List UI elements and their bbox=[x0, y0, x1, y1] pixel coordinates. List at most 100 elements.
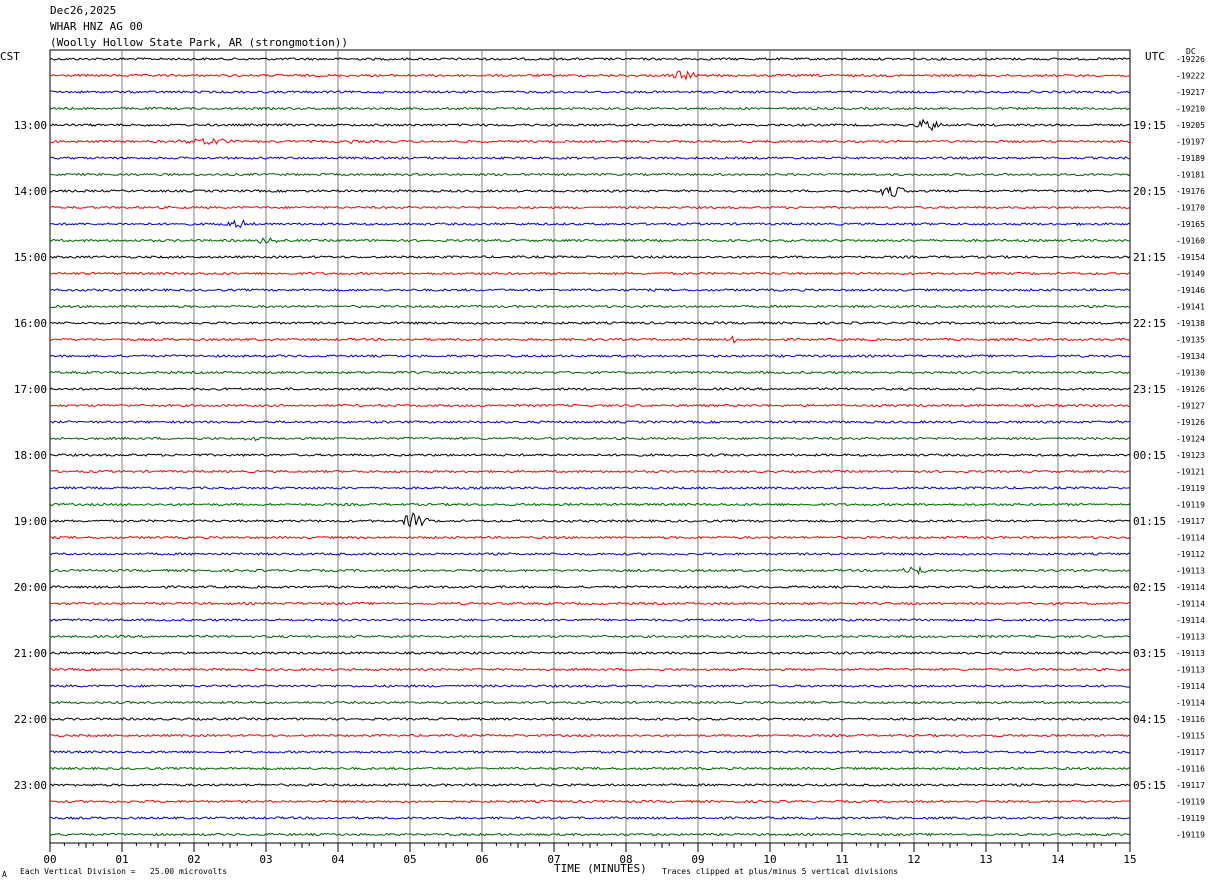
dc-offset-label: -19117 bbox=[1176, 748, 1205, 757]
utc-hour-label: 04:15 bbox=[1133, 713, 1166, 726]
dc-offset-label: -19113 bbox=[1176, 567, 1205, 576]
seismic-trace bbox=[49, 218, 1131, 229]
seismic-trace bbox=[49, 667, 1131, 672]
dc-offset-label: -19114 bbox=[1176, 600, 1205, 609]
seismic-trace bbox=[49, 634, 1131, 639]
dc-offset-label: -19217 bbox=[1176, 88, 1205, 97]
dc-offset-label: -19165 bbox=[1176, 220, 1205, 229]
dc-offset-label: -19135 bbox=[1176, 336, 1205, 345]
seismic-trace bbox=[49, 335, 1131, 344]
dc-offset-label: -19181 bbox=[1176, 171, 1205, 180]
clip-note: Traces clipped at plus/minus 5 vertical … bbox=[662, 867, 899, 876]
dc-offset-label: -19112 bbox=[1176, 550, 1205, 559]
dc-offset-label: -19116 bbox=[1176, 765, 1205, 774]
x-tick-label: 13 bbox=[979, 853, 992, 866]
utc-hour-labels: 19:15 20:15 21:15 22:15 23:15 00:15 01:15 02:15… bbox=[1133, 119, 1166, 792]
seismic-trace bbox=[49, 403, 1131, 408]
seismic-trace bbox=[49, 565, 1131, 576]
dc-offset-label: -19114 bbox=[1176, 682, 1205, 691]
cst-hour-label: 13:00 bbox=[14, 119, 47, 132]
dc-offset-label: -19117 bbox=[1176, 781, 1205, 790]
dc-offset-label: -19114 bbox=[1176, 583, 1205, 592]
utc-hour-label: 22:15 bbox=[1133, 317, 1166, 330]
cst-hour-labels: 13:00 14:00 15:00 16:00 17:00 18:00 19:00 20:00… bbox=[14, 119, 47, 792]
x-tick-label: 05 bbox=[403, 853, 416, 866]
dc-offset-label: -19146 bbox=[1176, 286, 1205, 295]
x-tick-label: 08 bbox=[619, 853, 632, 866]
trace-group bbox=[49, 57, 1131, 837]
dc-offset-label: -19119 bbox=[1176, 831, 1205, 840]
dc-offset-label: -19117 bbox=[1176, 517, 1205, 526]
cst-hour-label: 16:00 bbox=[14, 317, 47, 330]
dc-offset-label: -19116 bbox=[1176, 715, 1205, 724]
seismic-trace bbox=[49, 70, 1131, 81]
dc-offset-label: -19113 bbox=[1176, 649, 1205, 658]
seismic-trace bbox=[49, 799, 1131, 804]
dc-offset-label: -19170 bbox=[1176, 204, 1205, 213]
x-tick-label: 00 bbox=[43, 853, 56, 866]
seismic-trace bbox=[49, 137, 1131, 146]
x-tick-label: 12 bbox=[907, 853, 920, 866]
dc-offset-label: -19114 bbox=[1176, 616, 1205, 625]
dc-offset-label: -19222 bbox=[1176, 72, 1205, 81]
seismic-trace bbox=[49, 535, 1131, 540]
dc-offset-label: -19121 bbox=[1176, 468, 1205, 477]
seismic-trace bbox=[49, 502, 1131, 507]
seismic-trace bbox=[49, 106, 1131, 111]
dc-offset-label: -19113 bbox=[1176, 666, 1205, 675]
dc-offset-label: -19124 bbox=[1176, 435, 1205, 444]
seismic-trace bbox=[49, 552, 1131, 556]
seismic-trace bbox=[49, 118, 1131, 132]
dc-offset-label: -19130 bbox=[1176, 369, 1205, 378]
seismic-trace bbox=[49, 255, 1131, 259]
utc-hour-label: 19:15 bbox=[1133, 119, 1166, 132]
seismic-trace bbox=[49, 321, 1131, 325]
seismic-trace bbox=[49, 717, 1131, 721]
dc-offset-label: -19210 bbox=[1176, 105, 1205, 114]
x-tick-label: 10 bbox=[763, 853, 776, 866]
seismic-trace bbox=[49, 288, 1131, 292]
utc-hour-label: 21:15 bbox=[1133, 251, 1166, 264]
seismic-trace bbox=[49, 436, 1131, 442]
seismic-trace bbox=[49, 236, 1131, 244]
utc-hour-label: 03:15 bbox=[1133, 647, 1166, 660]
x-tick-label: 14 bbox=[1051, 853, 1065, 866]
seismic-trace bbox=[49, 585, 1131, 589]
utc-hour-label: 00:15 bbox=[1133, 449, 1166, 462]
seismic-trace bbox=[49, 618, 1131, 622]
dc-offset-label: -19114 bbox=[1176, 699, 1205, 708]
seismic-trace bbox=[49, 601, 1131, 606]
cst-hour-label: 14:00 bbox=[14, 185, 47, 198]
seismic-trace bbox=[49, 271, 1131, 276]
x-tick-label: 02 bbox=[187, 853, 200, 866]
cst-hour-label: 15:00 bbox=[14, 251, 47, 264]
seismic-trace bbox=[49, 420, 1131, 424]
dc-offset-label: -19127 bbox=[1176, 402, 1205, 411]
utc-hour-label: 20:15 bbox=[1133, 185, 1166, 198]
seismic-trace bbox=[49, 186, 1131, 198]
seismic-trace bbox=[49, 750, 1131, 754]
dc-label: DC bbox=[1186, 47, 1196, 56]
dc-offset-label: -19115 bbox=[1176, 732, 1205, 741]
utc-hour-label: 05:15 bbox=[1133, 779, 1166, 792]
seismic-trace bbox=[49, 783, 1131, 787]
x-tick-label: 01 bbox=[115, 853, 128, 866]
seismic-trace bbox=[49, 453, 1131, 457]
header-station: WHAR HNZ AG 00 bbox=[50, 20, 143, 33]
cst-hour-label: 22:00 bbox=[14, 713, 47, 726]
cst-hour-label: 21:00 bbox=[14, 647, 47, 660]
dc-offset-label: -19189 bbox=[1176, 154, 1205, 163]
seismic-trace bbox=[49, 700, 1131, 705]
header-location: (Woolly Hollow State Park, AR (strongmot… bbox=[50, 36, 349, 49]
seismic-trace bbox=[49, 469, 1131, 474]
dc-offset-label: -19141 bbox=[1176, 303, 1205, 312]
seismic-trace bbox=[49, 766, 1131, 771]
x-tick-label: 06 bbox=[475, 853, 488, 866]
seismic-trace bbox=[49, 57, 1131, 61]
seismic-trace bbox=[49, 354, 1131, 358]
cst-hour-label: 19:00 bbox=[14, 515, 47, 528]
dc-offset-label: -19123 bbox=[1176, 451, 1205, 460]
seismic-trace bbox=[49, 684, 1131, 688]
dc-offset-label: -19226 bbox=[1176, 55, 1205, 64]
